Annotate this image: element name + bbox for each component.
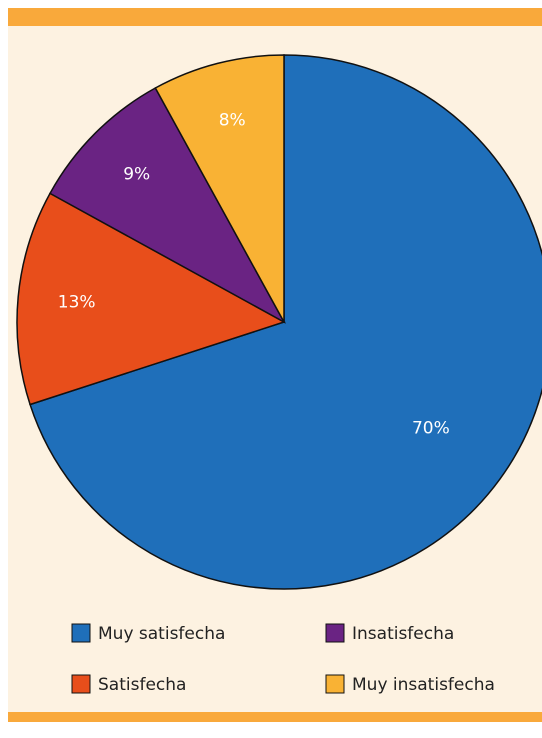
pie: 70% 13% 9% 8% [16,54,542,590]
top-band [8,8,542,26]
slice-label: 13% [58,292,96,312]
pie-slice [49,87,286,324]
pie-slice [16,192,286,406]
slice-label: 70% [412,419,450,439]
slice-label: 8% [219,110,246,130]
legend: Muy satisfecha Satisfecha Insatisfecha Muy … [71,623,495,695]
legend-swatch [71,674,91,694]
legend-label: Insatisfecha [352,624,454,644]
legend-label: Satisfecha [98,675,186,695]
pie-slice [29,54,542,590]
legend-label: Muy insatisfecha [352,675,495,695]
legend-label: Muy satisfecha [98,624,225,644]
legend-swatch [325,674,345,694]
slice-label: 9% [123,165,150,185]
pie-slice [154,54,285,323]
bottom-band [8,712,542,722]
legend-swatch [325,623,345,643]
legend-swatch [71,623,91,643]
